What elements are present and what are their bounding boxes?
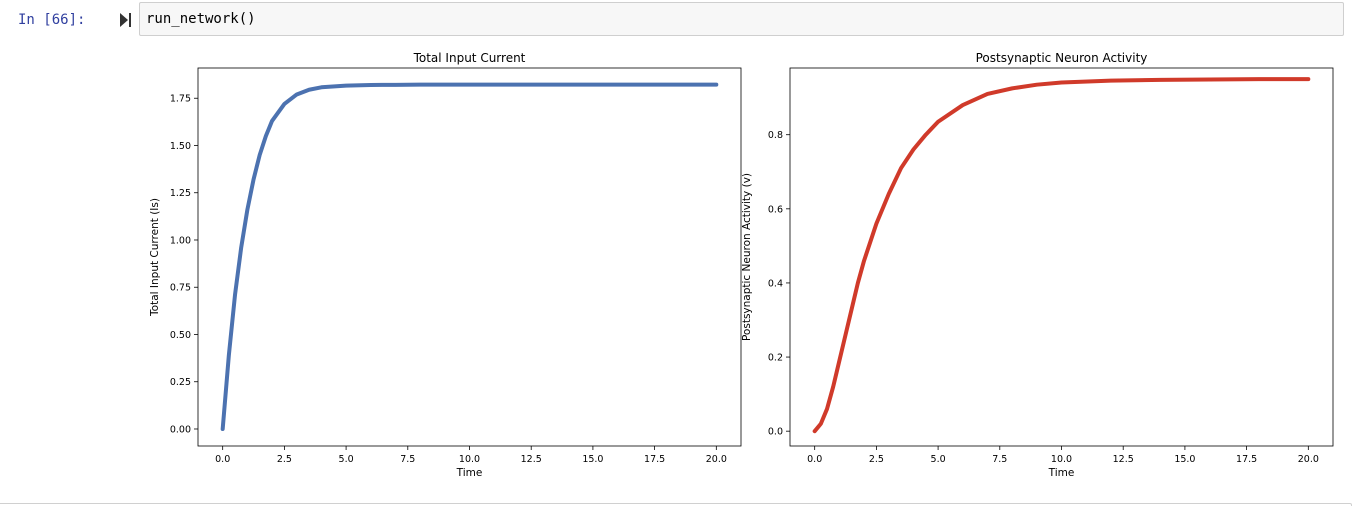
right-y-tick-label: 0.2 — [768, 353, 783, 364]
left-y-tick-label: 1.75 — [170, 94, 191, 105]
right-y-axis-label: Postsynaptic Neuron Activity (v) — [741, 173, 753, 341]
right-x-tick-label: 15.0 — [1174, 454, 1195, 465]
right-x-tick-label: 20.0 — [1298, 454, 1319, 465]
left-y-tick-label: 0.75 — [170, 283, 191, 294]
left-chart: Total Input Current 0.0 2.5 5.0 7.5 10.0 12.5 1… — [149, 51, 742, 479]
next-cell-border — [0, 503, 1352, 506]
code-cell-input: In [66]: run_network() — [0, 0, 1372, 42]
left-x-tick-label: 12.5 — [521, 454, 542, 465]
right-x-tick-label: 5.0 — [931, 454, 946, 465]
left-y-axis-label: Total Input Current (Is) — [149, 198, 161, 317]
left-x-axis-label: Time — [456, 467, 483, 479]
left-y-tick-label: 0.00 — [170, 424, 191, 435]
code-editor[interactable]: run_network() — [139, 2, 1344, 36]
right-y-tick-label: 0.8 — [768, 130, 783, 141]
left-x-tick-label: 2.5 — [277, 454, 292, 465]
left-x-tick-label: 5.0 — [339, 454, 354, 465]
left-x-tick-label: 15.0 — [582, 454, 603, 465]
right-chart-title: Postsynaptic Neuron Activity — [976, 51, 1148, 65]
right-x-tick-label: 12.5 — [1113, 454, 1134, 465]
right-x-tick-label: 17.5 — [1236, 454, 1257, 465]
code-text[interactable]: run_network() — [146, 11, 256, 27]
right-x-tick-label: 7.5 — [992, 454, 1007, 465]
left-x-tick-label: 0.0 — [215, 454, 230, 465]
right-x-tick-label: 0.0 — [807, 454, 822, 465]
left-series-line — [220, 82, 719, 431]
output-figure: Total Input Current 0.0 2.5 5.0 7.5 10.0 12.5 1… — [149, 51, 1334, 479]
right-y-tick-label: 0.0 — [768, 427, 783, 438]
left-x-tick-label: 7.5 — [400, 454, 415, 465]
left-y-tick-label: 1.25 — [170, 188, 191, 199]
left-x-tick-label: 20.0 — [706, 454, 727, 465]
right-axes-frame — [789, 67, 1334, 447]
right-series-line — [812, 77, 1311, 434]
right-y-tick-label: 0.6 — [768, 204, 783, 215]
right-y-tick-label: 0.4 — [768, 278, 783, 289]
right-x-axis-label: Time — [1048, 467, 1075, 479]
right-chart: Postsynaptic Neuron Activity 0.0 2.5 5.0 7.5… — [741, 51, 1334, 479]
left-y-tick-label: 1.50 — [170, 141, 191, 152]
right-x-tick-label: 2.5 — [869, 454, 884, 465]
input-prompt: In [66]: — [18, 12, 86, 28]
left-axes-frame — [197, 67, 742, 447]
cell-output: Total Input Current 0.0 2.5 5.0 7.5 10.0 12.5 1… — [140, 46, 1350, 496]
left-y-tick-label: 1.00 — [170, 235, 191, 246]
left-x-tick-label: 10.0 — [459, 454, 480, 465]
left-y-tick-label: 0.50 — [170, 330, 191, 341]
left-y-tick-label: 0.25 — [170, 377, 191, 388]
right-x-tick-label: 10.0 — [1051, 454, 1072, 465]
run-cell-icon[interactable] — [119, 12, 133, 28]
left-chart-title: Total Input Current — [413, 51, 526, 65]
left-x-tick-label: 17.5 — [644, 454, 665, 465]
